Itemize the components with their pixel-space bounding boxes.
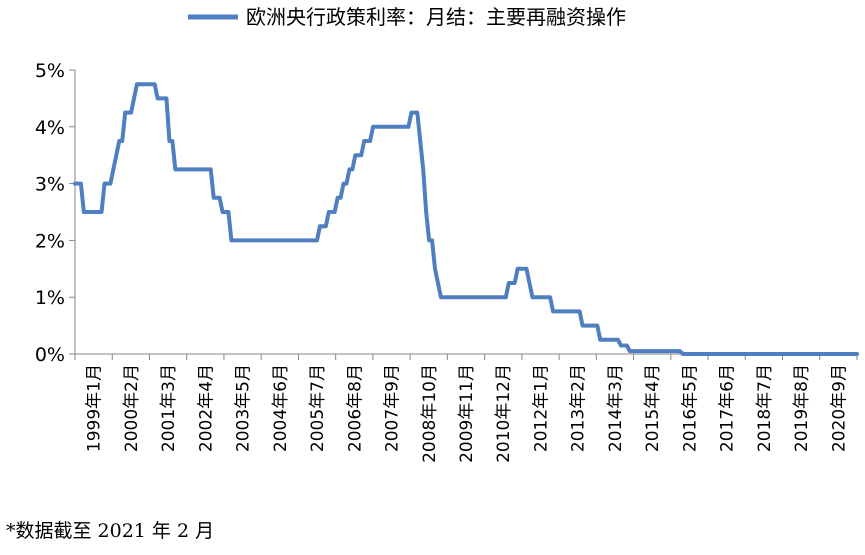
x-tick-label: 2004年6月 [271,364,291,452]
x-tick-label: 2019年8月 [792,364,812,452]
y-tick-label: 0% [35,344,65,366]
x-tick-label: 2017年6月 [718,364,738,452]
x-tick-label: 2009年11月 [457,364,477,463]
y-tick-label: 2% [35,230,65,252]
y-tick-label: 1% [35,287,65,309]
x-tick-label: 2000年2月 [122,364,142,452]
x-tick-label: 2018年7月 [755,364,775,452]
x-tick-label: 2012年1月 [531,364,551,452]
y-axis: 0% 1% 2% 3% 4% 5% [35,60,76,366]
y-tick-label: 4% [35,117,65,139]
legend-label: 欧洲央行政策利率：月结：主要再融资操作 [246,5,626,29]
x-tick-label: 2014年3月 [606,364,626,452]
series-layer [73,82,859,356]
x-axis: 1999年1月 2000年2月 2001年3月 2002年4月 2003年5月 2004年… [74,353,858,463]
x-tick-label: 2016年5月 [680,364,700,452]
x-tick-label: 2015年4月 [643,364,663,452]
x-tick-label: 2020年9月 [829,364,849,452]
x-tick-label: 2002年4月 [196,364,216,452]
x-tick-label: 2013年2月 [569,364,589,452]
x-tick-label: 2003年5月 [234,364,254,452]
x-tick-label: 2007年9月 [383,364,403,452]
chart-legend: 欧洲央行政策利率：月结：主要再融资操作 [188,5,626,29]
y-tick-label: 5% [35,60,65,82]
series-line-ecb-mro [73,82,859,356]
footnote: *数据截至 2021 年 2 月 [6,520,215,542]
x-tick-label: 2008年10月 [420,364,440,463]
x-tick-label: 2010年12月 [494,364,514,463]
x-tick-label: 2001年3月 [159,364,179,452]
x-tick-label: 1999年1月 [85,364,105,452]
y-tick-label: 3% [35,174,65,196]
x-tick-label: 2005年7月 [308,364,328,452]
x-tick-label: 2006年8月 [345,364,365,452]
